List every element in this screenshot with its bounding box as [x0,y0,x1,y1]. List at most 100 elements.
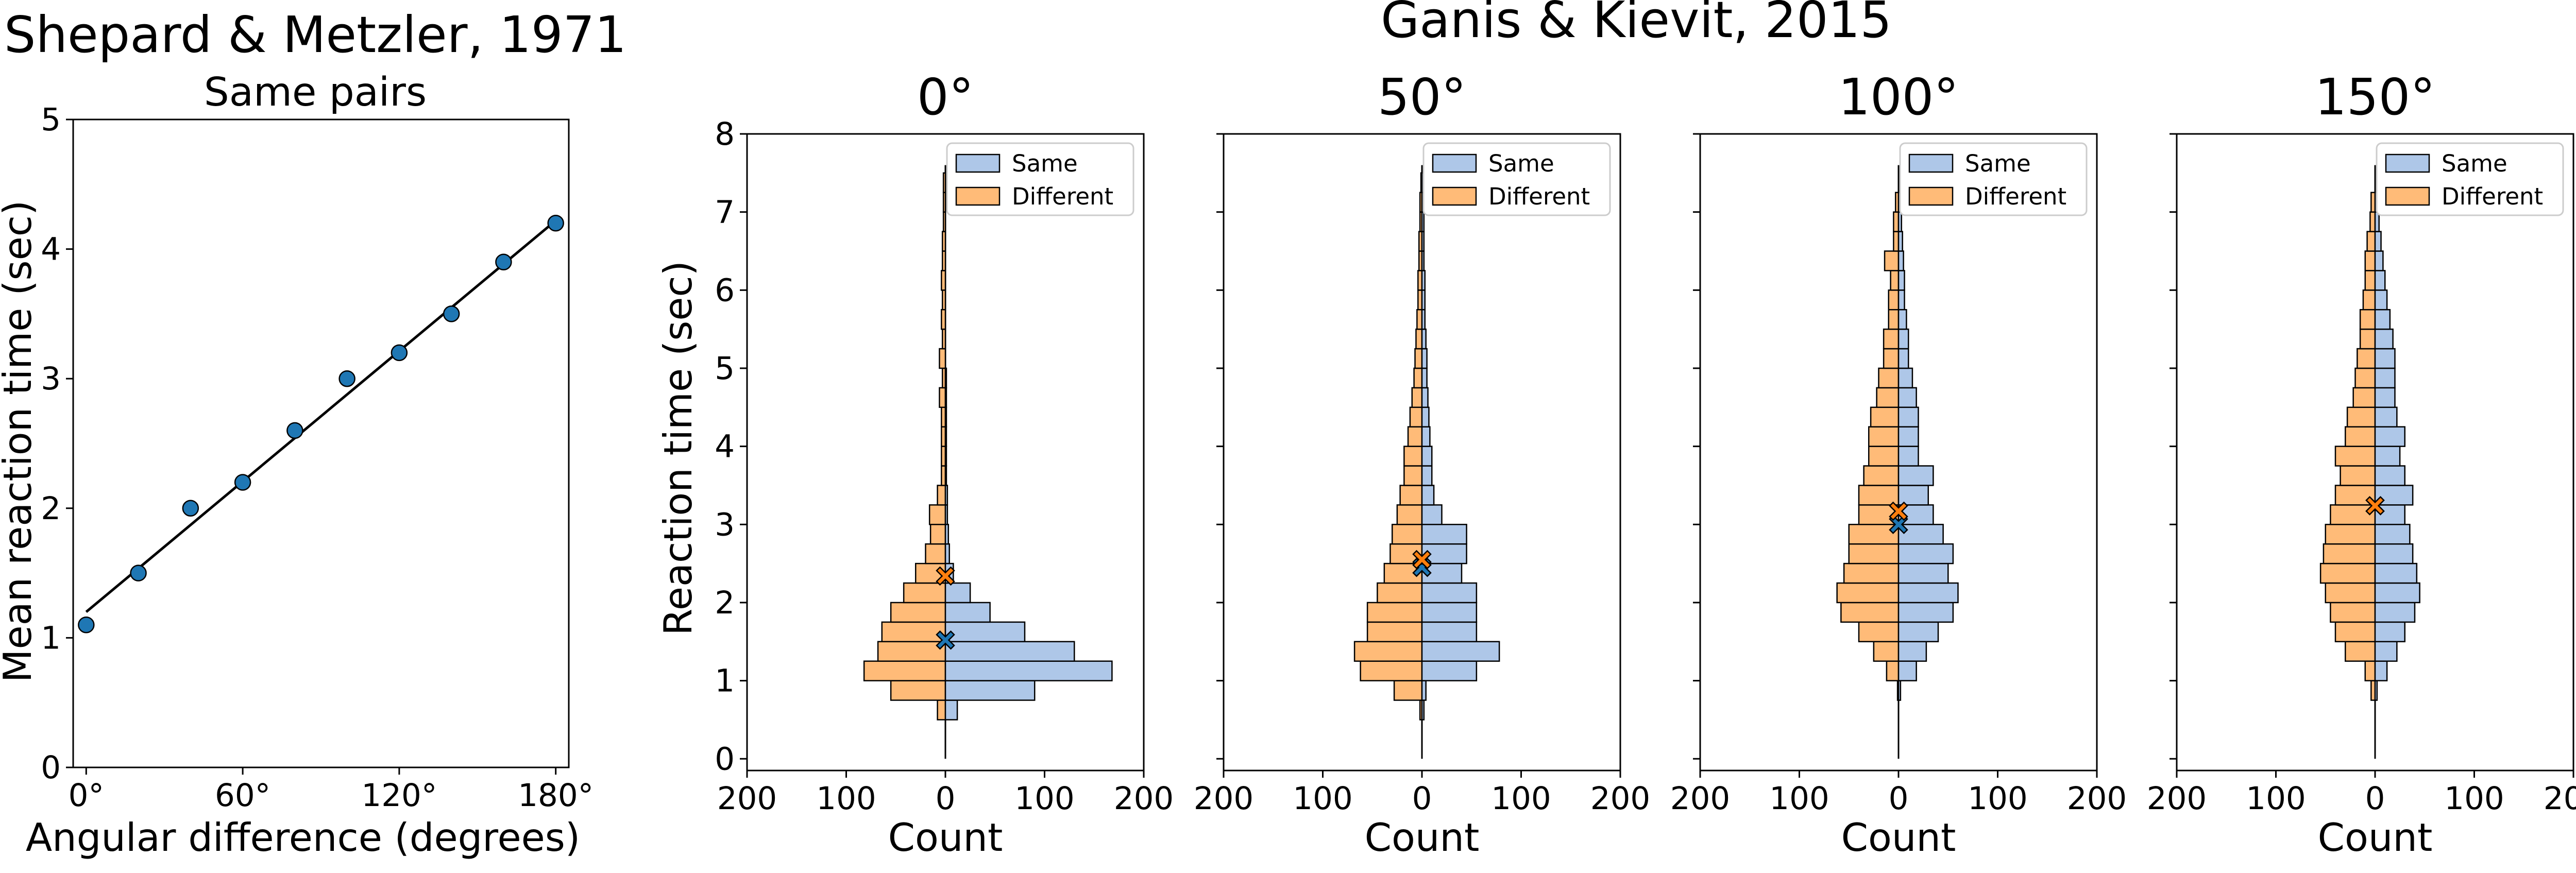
ganis-bar-same [2374,387,2396,408]
shepard-point [78,616,95,634]
ganis-ytick-label: 6 [715,272,735,309]
ganis-xtick-label: 200 [1590,780,1650,817]
ganis-bar-same [1897,465,1934,486]
ganis-mean-different-marker [2365,496,2385,516]
ganis-bar-different [2369,211,2376,232]
ganis-bar-different [1886,660,1900,681]
ganis-bar-different [1403,465,1423,486]
ganis-bar-same [1897,680,1902,701]
ganis-bar-different [2323,543,2376,564]
ganis-bar-same [1897,582,1959,604]
ganis-bar-same [1897,289,1905,311]
ganis-bar-same [2374,446,2401,467]
ganis-bar-same [1421,602,1478,623]
ganis-panel-3: 150° 200 100 0 100 200 Count Same Different [2147,68,2576,860]
ganis-bar-same [2374,250,2384,271]
ganis-bar-same [2374,641,2398,662]
ganis-bar-same [1421,504,1443,525]
ganis-bar-different [1883,328,1900,350]
ganis-xtick-label: 100 [816,780,876,817]
ganis-bar-same [1421,485,1435,506]
ganis-bar-different [1353,641,1423,662]
ganis-legend-swatch-different [955,186,1001,206]
ganis-xtick-label: 200 [2147,780,2207,817]
ganis-bar-different [928,504,946,525]
ganis-ytick-label: 5 [715,350,735,387]
ganis-legend: Same Different [946,142,1134,216]
ganis-ytick-label: 7 [715,194,735,231]
ganis-bar-different [1366,621,1423,643]
ganis-xtick-label: 200 [2067,780,2127,817]
ganis-bar-same [1421,387,1429,408]
ganis-bar-same [2374,309,2391,330]
ganis-bar-same [1421,524,1467,545]
ganis-bar-same [1897,602,1954,623]
shepard-point [234,474,251,491]
ganis-bar-different [925,543,946,564]
ganis-bar-same [944,426,947,447]
ganis-bar-different [937,699,946,721]
ganis-bar-same [2374,660,2388,681]
ganis-bar-different [1888,309,1900,330]
ganis-bar-same [1421,328,1427,350]
ganis-xtick-label: 200 [1670,780,1730,817]
ganis-bar-different [1876,387,1900,408]
ganis-bar-different [929,524,946,545]
ganis-bar-same [944,387,947,408]
ganis-xtick-label: 200 [2544,780,2576,817]
ganis-bar-same [1897,660,1917,681]
ganis-bar-different [1893,211,1900,232]
ganis-bar-different [942,172,946,193]
ganis-bar-same [1421,699,1425,721]
ganis-xtick-label: 100 [1293,780,1352,817]
ganis-bar-different [1399,485,1423,506]
shepard-point [286,422,303,439]
ganis-bar-different [937,485,946,506]
ganis-bar-same [2374,621,2405,643]
ganis-bar-different [2359,328,2376,350]
ganis-bar-different [941,231,946,252]
ganis-bar-different [2364,660,2376,681]
ganis-bar-same [1421,211,1425,232]
ganis-bar-same [944,465,947,486]
ganis-bar-same [1897,621,1939,643]
ganis-bar-same [1421,289,1426,311]
ganis-bar-same [944,660,1113,681]
ganis-bar-same [1897,485,1929,506]
ganis-bar-different [941,250,946,271]
ganis-bar-different [1840,602,1900,623]
ganis-legend-label-same: Same [1488,150,1554,177]
ganis-xlabel: Count [1841,815,1956,860]
ganis-legend-swatch-same [1908,153,1954,173]
ganis-legend-label-different: Different [2442,183,2543,210]
ganis-bar-different [1883,348,1900,369]
ganis-bar-different [2325,524,2376,545]
ganis-bar-different [1858,485,1900,506]
ganis-legend: Same Different [2376,142,2564,216]
ganis-bar-same [1421,680,1427,701]
shepard-ytick-label: 0 [41,749,61,786]
ganis-bar-different [2364,250,2376,271]
ganis-legend-label-different: Different [1488,183,1590,210]
ganis-bar-different [1409,406,1423,427]
ganis-bar-same [1421,641,1500,662]
shepard-ylabel: Mean reaction time (sec) [0,200,40,682]
ganis-bar-same [1421,621,1478,643]
ganis-bar-same [944,485,948,506]
ganis-xtick-label: 100 [1769,780,1829,817]
ganis-bar-different [1848,543,1900,564]
shepard-point [182,500,199,517]
ganis-bar-different [1884,250,1900,271]
ganis-bar-different [942,192,946,213]
ganis-bar-same [2374,582,2420,604]
shepard-point [495,253,512,271]
ganis-bar-same [2374,406,2398,427]
ganis-bar-same [2374,680,2378,701]
shepard-point [391,344,408,362]
shepard-ticks: 0 1 2 3 4 5 0° 60° 120° 180° [41,101,594,814]
ganis-bar-same [1897,387,1917,408]
ganis-bar-same [1897,426,1919,447]
ganis-xtick-label: 100 [1968,780,2027,817]
ganis-bar-different [1888,289,1900,311]
